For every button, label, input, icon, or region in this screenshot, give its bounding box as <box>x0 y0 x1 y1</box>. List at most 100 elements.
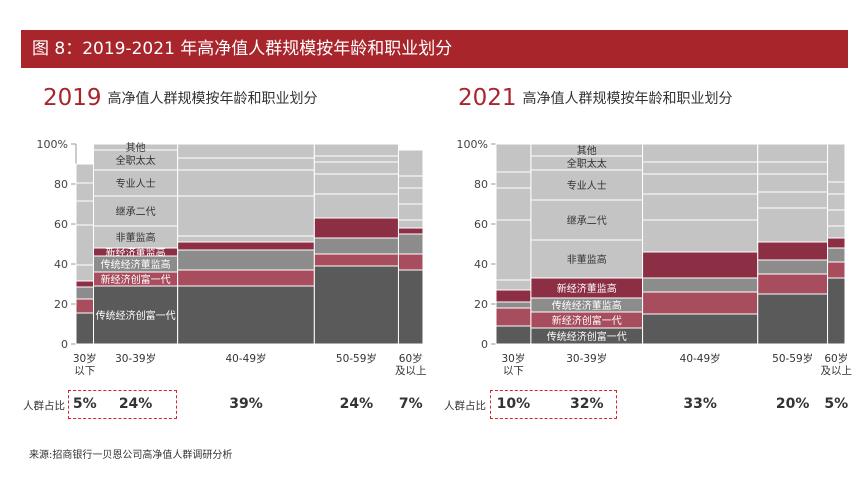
segment-label: 非董监高 <box>116 231 156 244</box>
y-tick-label: 80 <box>474 178 488 191</box>
y-tick-label: 80 <box>54 178 68 191</box>
highlight-box-2021 <box>490 390 617 419</box>
y-tick-label: 60 <box>54 218 68 231</box>
segment-label: 其他 <box>126 141 146 154</box>
bar-segment <box>75 312 95 345</box>
population-share-value: 5% <box>72 396 97 412</box>
bar-segment <box>757 259 829 275</box>
population-share-value: 24% <box>339 396 374 412</box>
bar-segment <box>530 239 644 279</box>
y-tick-label: 100% <box>37 138 68 151</box>
bar-segment <box>397 219 424 229</box>
bar-segment <box>642 219 759 253</box>
bar-segment <box>827 143 846 183</box>
y-tick-label: 100% <box>457 138 488 151</box>
bar-segment <box>313 155 399 163</box>
x-category-label: 30-39岁 <box>566 352 607 365</box>
bar-segment <box>313 253 399 267</box>
figure-title-banner: 图 8：2019-2021 年高净值人群规模按年龄和职业划分 <box>21 30 848 68</box>
panel-title-2019: 2019 高净值人群规模按年龄和职业划分 <box>43 85 318 111</box>
bar-segment <box>757 273 829 295</box>
bar-segment <box>827 247 846 263</box>
bar-segment <box>757 173 829 193</box>
bar-segment <box>827 237 846 249</box>
population-share-label-2021: 人群占比 <box>444 400 486 412</box>
bar-segment <box>75 286 95 300</box>
x-category-label: 60岁及以上 <box>821 352 853 377</box>
y-tick-label: 0 <box>481 338 488 351</box>
bar-segment <box>757 207 829 243</box>
population-share-value: 7% <box>398 396 423 412</box>
x-category-label: 30岁以下 <box>73 352 97 377</box>
x-category-label: 40-49岁 <box>225 352 266 365</box>
bar-segment <box>757 143 829 163</box>
segment-label: 全职太太 <box>116 154 156 167</box>
bar-segment <box>177 269 315 287</box>
segment-label: 新经济创富一代 <box>552 314 622 327</box>
bar-segment <box>827 261 846 279</box>
y-tick-label: 20 <box>474 298 488 311</box>
x-category-label: 40-49岁 <box>680 352 721 365</box>
population-share-value: 10% <box>496 396 531 412</box>
bar-segment <box>75 298 95 314</box>
panel-year-2021: 2021 <box>458 85 517 111</box>
x-category-label: 30岁以下 <box>502 352 526 377</box>
bar-segment <box>827 209 846 227</box>
bar-segment <box>313 237 399 255</box>
bar-segment <box>495 187 532 221</box>
highlight-box-2019 <box>68 390 177 419</box>
bar-segment <box>642 193 759 221</box>
x-category-label: 60岁及以上 <box>395 352 427 377</box>
segment-label: 传统经济董监高 <box>101 258 171 271</box>
bar-segment <box>177 195 315 237</box>
segment-label: 传统经济创富一代 <box>96 309 176 322</box>
y-tick-label: 40 <box>54 258 68 271</box>
bar-segment <box>397 253 424 271</box>
bar-segment <box>177 285 315 345</box>
bar-segment <box>495 171 532 189</box>
bar-segment <box>827 193 846 211</box>
population-share-value: 5% <box>824 396 849 412</box>
bar-segment <box>177 235 315 243</box>
bar-segment <box>757 191 829 209</box>
segment-label: 新经济董监高 <box>106 246 166 259</box>
bar-segment <box>177 169 315 197</box>
x-category-label: 50-59岁 <box>772 352 813 365</box>
bar-segment <box>397 187 424 205</box>
panel-subtitle-2021: 高净值人群规模按年龄和职业划分 <box>522 91 733 107</box>
segment-label: 其他 <box>577 144 597 157</box>
y-tick-label: 20 <box>54 298 68 311</box>
segment-label: 新经济创富一代 <box>101 273 171 286</box>
bar-segment <box>757 161 829 175</box>
panel-year-2019: 2019 <box>43 85 102 111</box>
bar-segment <box>827 181 846 195</box>
bar-segment <box>313 217 399 239</box>
bar-segment <box>495 219 532 281</box>
bar-segment <box>827 225 846 239</box>
population-share-label-2019: 人群占比 <box>23 400 65 412</box>
population-share-value: 33% <box>683 396 717 412</box>
segment-label: 传统经济创富一代 <box>547 330 627 343</box>
y-tick-label: 0 <box>61 338 68 351</box>
segment-label: 专业人士 <box>116 177 156 190</box>
bar-segment <box>642 251 759 279</box>
y-tick-label: 40 <box>474 258 488 271</box>
segment-label: 传统经济董监高 <box>552 299 622 312</box>
bar-segment <box>313 173 399 195</box>
segment-label: 专业人士 <box>567 179 607 192</box>
bar-segment <box>75 200 95 226</box>
panel-subtitle-2019: 高净值人群规模按年龄和职业划分 <box>107 91 318 107</box>
bar-segment <box>177 143 315 159</box>
bar-segment <box>642 277 759 293</box>
y-tick-label: 60 <box>474 218 488 231</box>
bar-segment <box>397 149 424 177</box>
panel-title-2021: 2021 高净值人群规模按年龄和职业划分 <box>458 85 733 111</box>
bar-segment <box>495 289 532 303</box>
bar-segment <box>75 224 95 266</box>
bar-segment <box>313 143 399 157</box>
marimekko-chart-2019: 0 20 40 60 80 100% 30岁以下 30-39岁 40-49岁 50-59岁 60岁及… <box>37 138 427 377</box>
marimekko-chart-2021: 0 20 40 60 80 100% 30岁以下 30-39岁 40-49岁 50-59岁 60岁及… <box>457 138 853 377</box>
bar-segment <box>642 143 759 163</box>
bar-segment <box>642 291 759 315</box>
population-share-value: 24% <box>118 396 153 412</box>
